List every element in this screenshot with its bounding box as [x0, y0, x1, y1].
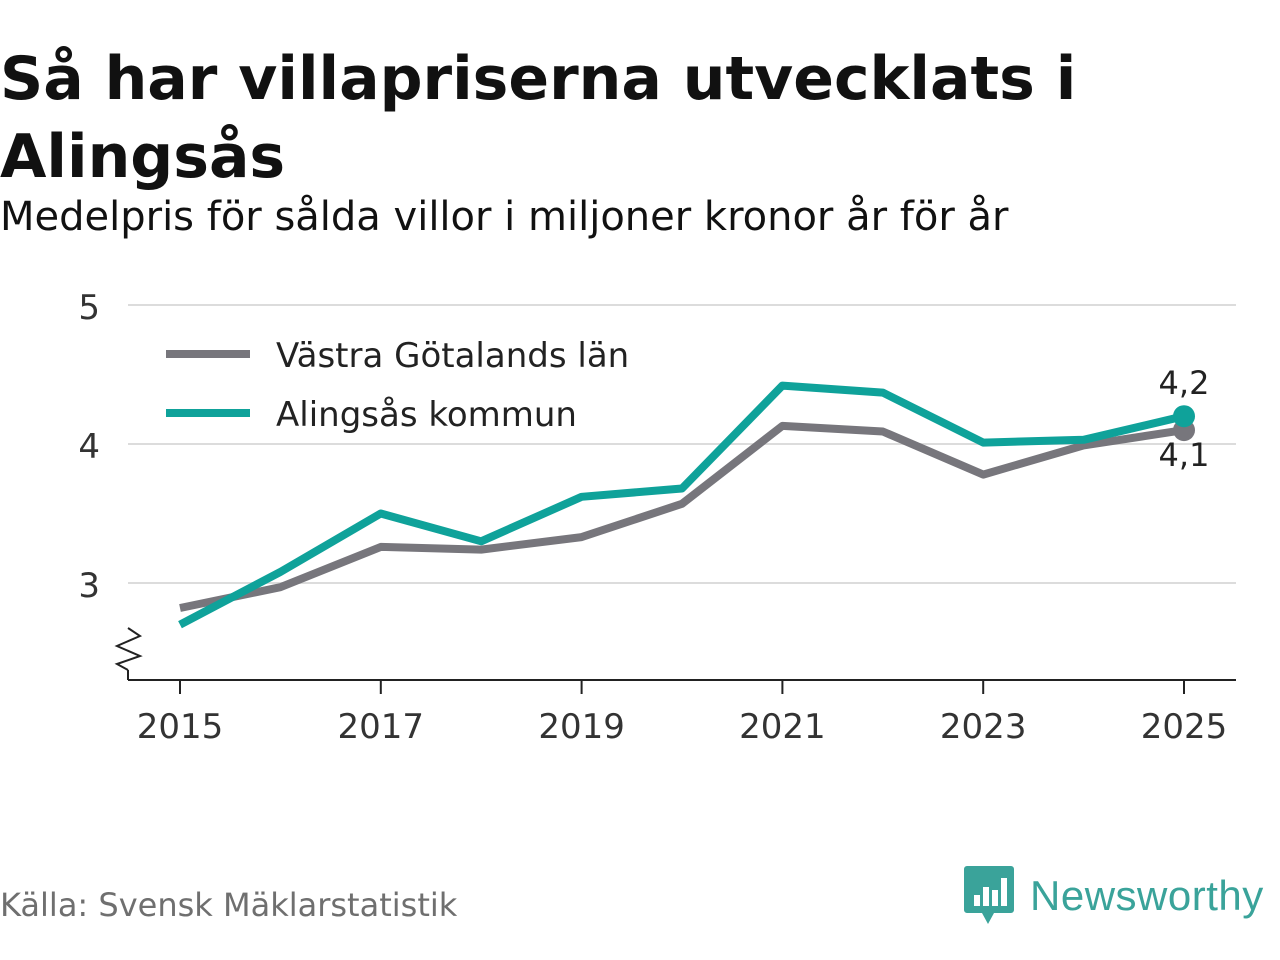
newsworthy-logo-icon	[964, 866, 1014, 924]
x-tick-label-2017: 2017	[338, 707, 425, 747]
x-tick-label-2023: 2023	[940, 707, 1027, 747]
chart-title: Så har villapriserna utvecklats i Alings…	[0, 44, 1077, 192]
x-tick-label-2021: 2021	[739, 707, 826, 747]
legend-label-0: Västra Götalands län	[276, 336, 629, 376]
x-tick-label-2025: 2025	[1141, 707, 1228, 747]
end-label-0: 4,1	[1159, 436, 1210, 474]
data-point-1-2025	[1173, 405, 1195, 428]
chart-subtitle: Medelpris för sålda villor i miljoner kr…	[0, 194, 1009, 240]
y-tick-label-4: 4	[78, 427, 100, 467]
line-chart: 3 4 5 2015 2017 2019 2021 2023 2025 Västra Göta…	[78, 288, 1236, 747]
axis-break-icon	[114, 627, 143, 671]
series-line-0	[179, 421, 1185, 612]
end-labels: 4,1 4,2	[1159, 364, 1210, 474]
series-lines	[178, 381, 1195, 629]
source-note: Källa: Svensk Mäklarstatistik	[0, 886, 458, 924]
y-tick-label-3: 3	[78, 566, 100, 606]
axes	[114, 627, 1236, 681]
y-axis-tick-labels: 3 4 5	[78, 288, 100, 606]
x-tick-label-2019: 2019	[538, 707, 625, 747]
y-tick-label-5: 5	[78, 288, 100, 328]
x-axis-tick-labels: 2015 2017 2019 2021 2023 2025	[137, 680, 1228, 747]
newsworthy-logo: Newsworthy	[964, 866, 1264, 926]
legend-label-1: Alingsås kommun	[276, 395, 577, 435]
series-line-1	[178, 381, 1185, 629]
end-label-1: 4,2	[1159, 364, 1210, 402]
legend-background	[150, 322, 662, 440]
newsworthy-logo-text: Newsworthy	[1030, 872, 1264, 919]
legend: Västra Götalands län Alingsås kommun	[150, 322, 662, 440]
x-tick-label-2015: 2015	[137, 707, 224, 747]
